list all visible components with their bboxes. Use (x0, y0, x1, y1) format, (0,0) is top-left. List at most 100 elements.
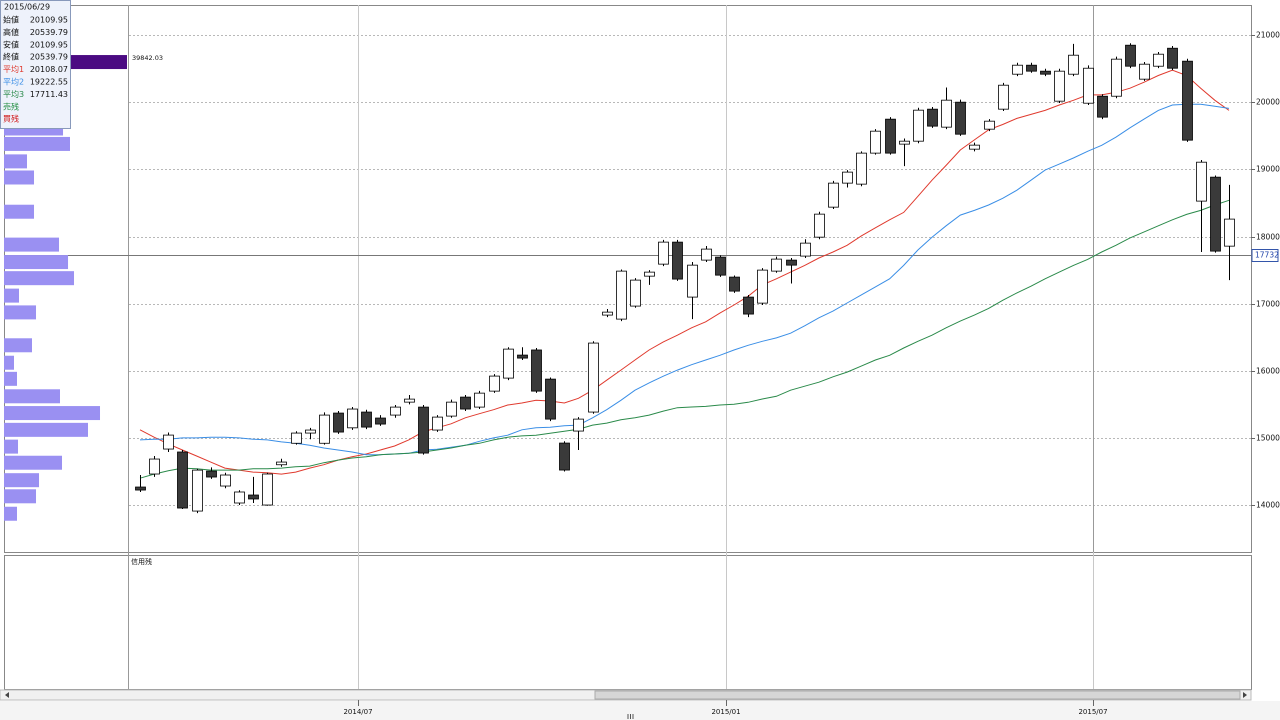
info-label: 高値 (3, 27, 19, 37)
volume-profile-bar (4, 237, 60, 252)
candle-body (1083, 67, 1094, 104)
info-date: 2015/06/29 (4, 3, 50, 12)
volume-profile-bar (4, 389, 60, 404)
y-tick-label: 18000 (1256, 233, 1280, 242)
candle-body (1196, 161, 1207, 202)
candle-body (319, 414, 330, 444)
moving-average-line (139, 69, 1230, 475)
candle-body (644, 271, 655, 277)
cursor-label-box (1251, 249, 1279, 262)
candle-body (701, 248, 712, 261)
candle-body (800, 242, 811, 257)
candle-body (1167, 47, 1178, 69)
y-tick-label: 19000 (1256, 165, 1280, 174)
candle-body (305, 429, 316, 434)
candle-body (545, 378, 556, 420)
candle-body (927, 108, 938, 127)
info-value: 20109.95 (30, 16, 68, 25)
candle-body (743, 296, 754, 315)
candle-body (333, 412, 344, 433)
moving-average-line (139, 103, 1230, 456)
info-average-label: 平均1 (3, 64, 24, 74)
candle-body (998, 84, 1009, 110)
candle-body (1182, 60, 1193, 141)
volume-profile-bar (4, 406, 101, 421)
volume-profile-bar (4, 455, 63, 470)
info-average-value: 20108.07 (30, 65, 68, 74)
y-tick-label: 21000 (1256, 31, 1280, 40)
candle-body (885, 118, 896, 154)
y-tick-label: 14000 (1256, 501, 1280, 510)
candle-body (149, 458, 160, 475)
x-tick-label: 2015/01 (711, 708, 740, 716)
volume-profile-bar (4, 473, 40, 488)
scroll-right[interactable] (1243, 692, 1247, 698)
candle-body (814, 213, 825, 238)
volume-profile-bar (4, 305, 37, 320)
candle-body (984, 120, 995, 130)
candle-body (941, 99, 952, 128)
candle-body (1139, 63, 1150, 80)
candle-body (163, 434, 174, 450)
candle-body (248, 494, 259, 500)
candle-body (757, 269, 768, 304)
info-average-label: 平均2 (3, 77, 24, 87)
info-average-value: 17711.43 (30, 90, 68, 99)
candle-body (828, 182, 839, 208)
scroll-thumb[interactable] (594, 690, 1241, 700)
candle-body (786, 259, 797, 266)
info-label: 終値 (3, 52, 19, 62)
candle-body (474, 392, 485, 408)
candle-body (630, 279, 641, 307)
candle-body (1012, 64, 1023, 75)
candle-body (672, 241, 683, 280)
candle-body (913, 109, 924, 142)
sub-panel-title: 信用残 (131, 557, 152, 566)
candle-body (446, 401, 457, 417)
volume-profile-bar (4, 506, 17, 521)
info-average-label: 平均3 (3, 89, 24, 99)
volume-profile-bar (4, 170, 35, 185)
candle-body (771, 258, 782, 272)
candle-body (418, 406, 429, 454)
info-average-value: 19222.55 (30, 78, 68, 87)
volume-profile-bar (4, 355, 15, 370)
x-tick-label: 2015/07 (1078, 708, 1107, 716)
candle-body (899, 140, 910, 145)
candle-body (842, 171, 853, 184)
candle-body (517, 354, 528, 359)
line-layer (139, 69, 1230, 479)
volume-profile-bar (4, 439, 19, 454)
cursor-label: 17732 (1255, 251, 1279, 260)
candle-body (1097, 95, 1108, 118)
info-extra-label: 買残 (3, 114, 19, 124)
candle-body (1224, 218, 1235, 247)
volume-profile-bar (4, 422, 88, 437)
y-tick-label: 20000 (1256, 98, 1280, 107)
candle-body (404, 398, 415, 403)
info-panel: 2015/06/29 始値 20109.95 高値 20539.79 安値 20109.9… (0, 0, 71, 129)
y-tick-label: 16000 (1256, 367, 1280, 376)
candle-body (1125, 44, 1136, 67)
candle-body (347, 408, 358, 429)
volume-profile-bar (4, 271, 75, 286)
scroll-left[interactable] (5, 692, 9, 698)
candle-body (291, 432, 302, 444)
volume-profile-bar (4, 288, 20, 303)
candle-body (460, 396, 471, 410)
candle-body (234, 491, 245, 504)
date-axis-bar (0, 701, 1280, 720)
candle-body (489, 375, 500, 392)
candle-body (715, 256, 726, 276)
candle-body (192, 469, 203, 512)
candle-body (559, 442, 570, 471)
candle-body (616, 270, 627, 320)
info-box (0, 0, 71, 129)
volume-profile-bar (4, 255, 69, 270)
candle-body (1026, 64, 1037, 72)
info-value: 20539.79 (30, 53, 68, 62)
candle-body (262, 473, 273, 506)
candle-body (729, 276, 740, 292)
candle-body (870, 130, 881, 154)
candle-body (1153, 53, 1164, 67)
